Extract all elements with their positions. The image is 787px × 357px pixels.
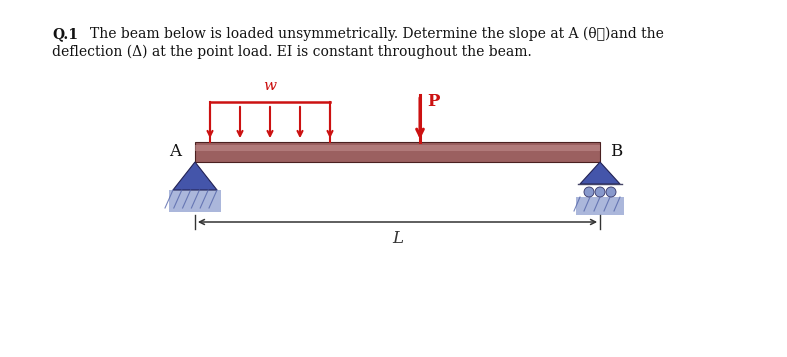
Polygon shape bbox=[173, 162, 217, 190]
Text: Q.1: Q.1 bbox=[52, 27, 78, 41]
Text: The beam below is loaded unsymmetrically. Determine the slope at A (θ⁁)and the: The beam below is loaded unsymmetrically… bbox=[90, 27, 664, 41]
Circle shape bbox=[595, 187, 605, 197]
Circle shape bbox=[584, 187, 594, 197]
Bar bbox=[169, 190, 221, 212]
Text: P: P bbox=[427, 93, 439, 110]
Circle shape bbox=[606, 187, 616, 197]
Polygon shape bbox=[580, 162, 620, 184]
Bar bbox=[195, 142, 600, 162]
Text: B: B bbox=[610, 142, 623, 160]
Text: deflection (Δ) at the point load. EI is constant throughout the beam.: deflection (Δ) at the point load. EI is … bbox=[52, 45, 532, 59]
Text: L: L bbox=[392, 230, 403, 247]
Text: A: A bbox=[169, 142, 181, 160]
Bar bbox=[576, 197, 624, 215]
Text: w: w bbox=[264, 79, 276, 93]
Bar bbox=[195, 145, 600, 151]
